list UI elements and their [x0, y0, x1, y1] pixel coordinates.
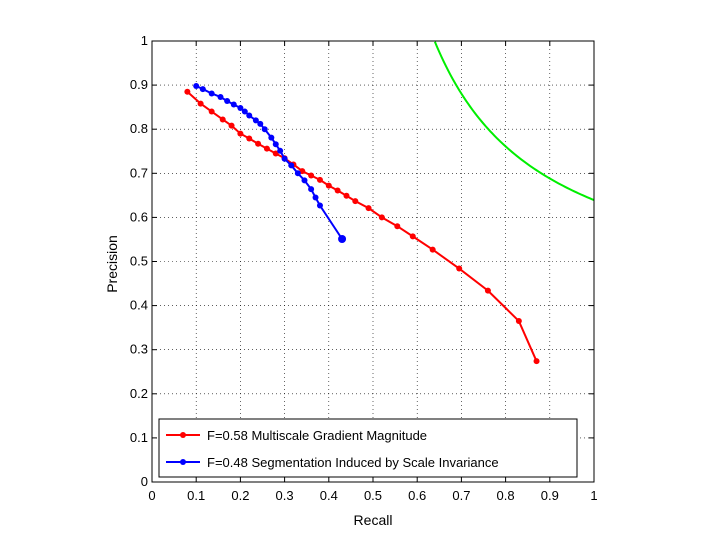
data-point-segmentation-scale-invariance: [241, 108, 248, 115]
data-point-segmentation-scale-invariance: [257, 120, 264, 127]
x-tick-label: 1: [590, 488, 597, 503]
ticks: [151, 40, 595, 483]
data-point-gradient-magnitude: [365, 205, 372, 212]
x-tick-label: 0.4: [320, 488, 338, 503]
y-axis-label: Precision: [104, 235, 120, 293]
x-tick-label: 0.8: [497, 488, 515, 503]
data-point-gradient-magnitude: [352, 198, 359, 205]
data-point-gradient-magnitude: [255, 140, 262, 147]
x-tick-label: 0.5: [364, 488, 382, 503]
data-point-gradient-magnitude: [237, 130, 244, 137]
data-point-segmentation-scale-invariance: [272, 141, 279, 148]
data-point-segmentation-scale-invariance: [294, 170, 301, 177]
data-point-segmentation-scale-invariance: [246, 112, 253, 119]
y-tick-label: 0.4: [130, 298, 148, 313]
data-point-segmentation-scale-invariance: [199, 86, 206, 93]
x-tick-label: 0.3: [276, 488, 294, 503]
data-point-segmentation-scale-invariance: [308, 186, 315, 193]
y-tick-label: 0.2: [130, 386, 148, 401]
series-line-gradient-magnitude: [186, 90, 538, 362]
x-tick-label: 0.7: [452, 488, 470, 503]
y-tick-label: 0.1: [130, 430, 148, 445]
data-point-segmentation-scale-invariance: [288, 162, 295, 169]
legend: F=0.58 Multiscale Gradient Magnitude F=0…: [158, 418, 578, 478]
data-point-segmentation-scale-invariance: [268, 134, 275, 141]
y-tick-label: 0: [141, 474, 148, 489]
data-point-segmentation-scale-invariance: [277, 147, 284, 154]
data-point-segmentation-scale-invariance: [316, 202, 323, 209]
data-point-gradient-magnitude: [219, 116, 226, 123]
data-point-segmentation-scale-invariance: [237, 105, 244, 112]
data-point-segmentation-scale-invariance: [193, 82, 200, 89]
legend-label-gradient: F=0.58 Multiscale Gradient Magnitude: [207, 428, 427, 443]
data-point-gradient-magnitude: [378, 214, 385, 221]
data-point-segmentation-scale-invariance: [217, 94, 224, 101]
y-tick-label: 0.6: [130, 209, 148, 224]
data-point-segmentation-scale-invariance: [252, 117, 259, 124]
data-point-gradient-magnitude: [515, 318, 522, 325]
x-axis-label: Recall: [354, 512, 393, 528]
series-layer: [184, 41, 594, 365]
data-point-gradient-magnitude: [456, 265, 463, 272]
data-point-gradient-magnitude: [308, 172, 315, 179]
data-point-segmentation-scale-invariance: [224, 97, 231, 104]
data-point-gradient-magnitude: [246, 135, 253, 142]
data-point-gradient-magnitude: [429, 246, 436, 253]
x-tick-label: 0.9: [541, 488, 559, 503]
legend-box: [158, 418, 578, 478]
data-point-gradient-magnitude: [272, 150, 279, 157]
data-point-segmentation-scale-invariance: [230, 101, 237, 108]
data-point-segmentation-scale-invariance: [208, 90, 215, 97]
legend-marker-gradient: [180, 432, 186, 438]
data-point-gradient-magnitude: [409, 233, 416, 240]
data-point-gradient-magnitude: [228, 122, 235, 129]
data-point-gradient-magnitude: [208, 108, 215, 115]
y-tick-label: 0.8: [130, 121, 148, 136]
data-point-gradient-magnitude: [263, 145, 270, 152]
data-point-gradient-magnitude: [533, 358, 540, 365]
x-tick-label: 0.1: [187, 488, 205, 503]
data-point-gradient-magnitude: [197, 100, 204, 107]
data-point-gradient-magnitude: [484, 287, 491, 294]
x-tick-label: 0: [148, 488, 155, 503]
data-point-gradient-magnitude: [394, 223, 401, 230]
data-point-gradient-magnitude: [334, 187, 341, 194]
data-point-gradient-magnitude: [184, 88, 191, 95]
legend-label-segmentation: F=0.48 Segmentation Induced by Scale Inv…: [207, 455, 499, 470]
y-tick-label: 0.3: [130, 342, 148, 357]
y-tick-label: 0.5: [130, 254, 148, 269]
y-tick-label: 1: [141, 33, 148, 48]
tick-labels: 0 0.1 0.2 0.3 0.4 0.5 0.6 0.7 0.8 0.9 1 0 0.1 0.2 0.3 0…: [130, 33, 598, 503]
data-point-gradient-magnitude: [316, 176, 323, 183]
y-tick-label: 0.7: [130, 165, 148, 180]
data-point-segmentation-scale-invariance: [301, 177, 308, 184]
legend-marker-segmentation: [180, 459, 186, 465]
data-point-gradient-magnitude: [325, 182, 332, 189]
grid: [152, 41, 594, 482]
data-point-segmentation-scale-invariance: [281, 155, 288, 162]
f-measure-iso-curve: [433, 41, 594, 201]
data-point-segmentation-scale-invariance: [261, 126, 268, 133]
data-point-segmentation-scale-invariance: [338, 235, 347, 244]
x-tick-label: 0.2: [231, 488, 249, 503]
data-point-segmentation-scale-invariance: [312, 194, 319, 201]
y-tick-label: 0.9: [130, 77, 148, 92]
data-point-gradient-magnitude: [299, 168, 306, 175]
data-point-gradient-magnitude: [343, 192, 350, 199]
x-tick-label: 0.6: [408, 488, 426, 503]
